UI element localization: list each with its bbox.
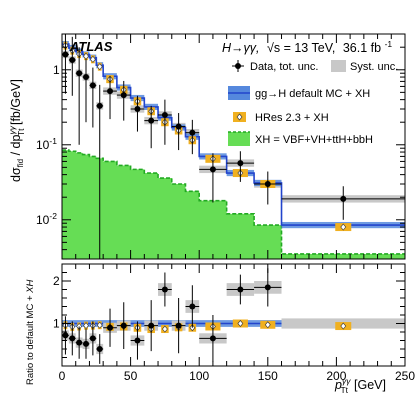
x-tick-label: 0 xyxy=(59,369,66,383)
x-tick-label: 100 xyxy=(189,369,209,383)
ratio-data-point xyxy=(76,339,83,346)
legend-hres-marker xyxy=(236,113,243,121)
y-label-top: dσfid / dpγγTt [fb/GeV] xyxy=(7,79,26,182)
legend-syst-swatch xyxy=(331,60,346,72)
data-point xyxy=(120,92,127,99)
ratio-hres-marker xyxy=(96,321,103,329)
ratio-hres-marker xyxy=(340,322,347,330)
data-point xyxy=(89,82,96,89)
top-frame xyxy=(61,33,406,260)
process-label: H→γγ, √s = 13 TeV, 36.1 fb -1 xyxy=(222,39,392,55)
hres-marker xyxy=(340,223,347,231)
lumi-text: 36.1 fb xyxy=(343,41,381,55)
y-tick-label-top: 10-2 xyxy=(36,211,57,227)
ratio-data-point xyxy=(83,340,90,347)
ratio-hres-marker xyxy=(162,325,168,333)
data-point xyxy=(76,70,83,77)
legend-xh-swatch xyxy=(228,132,250,146)
hres-marker xyxy=(89,55,96,63)
ratio-data-point xyxy=(175,322,182,329)
ratio-panel: 1 2 0 50 100 150 200 250 xyxy=(53,263,415,383)
data-point xyxy=(209,166,216,173)
ratio-data-point xyxy=(96,346,103,352)
x-label: pγγ Tt [GeV] xyxy=(334,376,386,395)
hres-marker xyxy=(96,63,103,71)
data-point xyxy=(175,123,182,130)
x-tick-label: 150 xyxy=(258,369,278,383)
ratio-hres-marker xyxy=(237,320,244,327)
process-text: H→γγ, xyxy=(222,41,260,55)
legend-syst-label: Syst. unc. xyxy=(350,61,398,73)
x-tick-label: 200 xyxy=(326,369,346,383)
svg-text:H→γγ, √s = 13 TeV,: H→γγ, √s = 13 TeV, 36.1 fb -1 xyxy=(222,39,392,55)
ratio-data-point xyxy=(62,332,69,339)
legend-data-marker xyxy=(235,63,241,69)
ratio-data-point xyxy=(120,322,127,329)
y-tick-label-bottom: 2 xyxy=(53,274,60,288)
data-point xyxy=(340,195,347,202)
lumi-exp-text: -1 xyxy=(385,39,393,49)
data-point xyxy=(107,88,114,95)
legend-mc-label: gg→H default MC + XH xyxy=(255,88,370,100)
data-point xyxy=(161,111,168,118)
x-tick-label: 250 xyxy=(395,369,415,383)
ratio-data-point xyxy=(209,335,216,342)
ratio-data-point xyxy=(107,324,114,331)
data-point xyxy=(96,102,103,109)
ratio-data-point xyxy=(189,303,196,310)
y-tick-label-top: 10-1 xyxy=(36,136,57,152)
data-point xyxy=(237,160,244,167)
x-tick-label: 50 xyxy=(124,369,138,383)
data-point xyxy=(264,181,271,187)
y-tick-label-top: 1 xyxy=(53,63,60,77)
legend-xh-label: XH = VBF+VH+ttH+bbH xyxy=(255,134,373,146)
atlas-label: ATLAS xyxy=(69,39,113,54)
bottom-frame xyxy=(61,263,406,367)
axis-labels: dσfid / dpγγTt [fb/GeV] Ratio to default… xyxy=(7,79,386,395)
data-point xyxy=(134,106,141,112)
data-point xyxy=(69,57,76,64)
legend: Data, tot. unc. Syst. unc. gg→H default MC… xyxy=(228,60,398,146)
y-label-bottom: Ratio to default MC + XH xyxy=(25,280,36,385)
ratio-hres-marker xyxy=(264,321,271,329)
ratio-data-point xyxy=(89,335,96,342)
energy-text: √s = 13 TeV, xyxy=(267,41,335,55)
ratio-data-point xyxy=(161,286,168,293)
ratio-hres-marker xyxy=(83,322,89,330)
ratio-data-point xyxy=(134,337,141,344)
ratio-data-point xyxy=(264,284,271,291)
ratio-data-point xyxy=(69,335,76,342)
data-point xyxy=(189,129,196,136)
legend-hres-label: HRes 2.3 + XH xyxy=(255,112,329,124)
ratio-data-point xyxy=(148,322,155,329)
xh-area xyxy=(62,150,405,259)
data-point xyxy=(148,117,155,124)
y-tick-label-bottom: 1 xyxy=(53,317,60,331)
chart-text: ATLAS H→γγ, √s = 13 TeV, 36.1 fb -1 xyxy=(69,39,392,55)
legend-data-label: Data, tot. unc. xyxy=(250,61,318,73)
data-point xyxy=(83,74,90,81)
ratio-data-point xyxy=(237,286,244,293)
data-point xyxy=(62,51,69,58)
xh-line xyxy=(62,149,405,255)
